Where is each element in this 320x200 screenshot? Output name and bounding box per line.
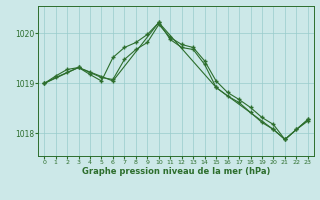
X-axis label: Graphe pression niveau de la mer (hPa): Graphe pression niveau de la mer (hPa) <box>82 167 270 176</box>
